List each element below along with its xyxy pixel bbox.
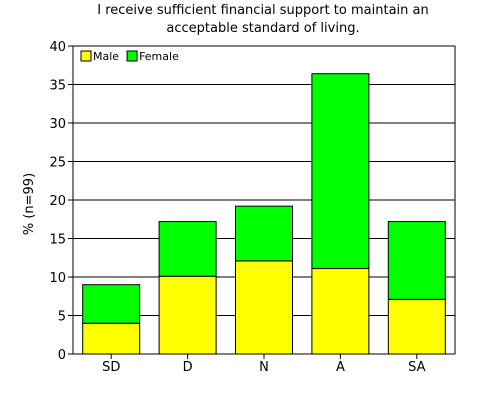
- y-tick-label: 20: [49, 194, 66, 209]
- bar-female-n: [235, 205, 293, 262]
- bar-female-d: [158, 221, 217, 277]
- y-axis-ticks: 0 5 10 15 20 25 30 35 40: [49, 40, 73, 363]
- y-tick-label: 40: [49, 40, 66, 55]
- legend-label-male: Male: [93, 50, 119, 63]
- bar-female-a: [311, 73, 370, 270]
- x-axis-ticks: SD D N A SA: [102, 354, 426, 375]
- y-tick-label: 10: [49, 271, 66, 286]
- bar-male-n: [235, 260, 293, 355]
- bar-male-sd: [82, 322, 141, 355]
- bar-male-sa: [387, 298, 446, 355]
- x-tick-label: D: [183, 360, 193, 375]
- bar-male-a: [311, 268, 370, 355]
- legend-label-female: Female: [139, 50, 179, 63]
- legend: Male Female: [80, 50, 179, 63]
- x-tick-label: N: [259, 360, 269, 375]
- x-tick-label: SD: [102, 360, 120, 375]
- y-tick-label: 35: [49, 79, 66, 94]
- bar-female-sa: [387, 221, 446, 300]
- y-axis-label: % (n=99): [22, 173, 37, 235]
- x-tick-label: SA: [408, 360, 425, 375]
- bar-female-sd: [82, 284, 141, 324]
- chart-title: I receive sufficient financial support t…: [0, 2, 500, 38]
- chart-title-line-1: I receive sufficient financial support t…: [97, 3, 429, 18]
- chart-title-line-2: acceptable standard of living.: [166, 21, 360, 36]
- y-tick-label: 25: [49, 156, 66, 171]
- bars: [82, 73, 446, 355]
- y-tick-label: 5: [58, 310, 66, 325]
- y-tick-label: 30: [49, 117, 66, 132]
- y-tick-label: 15: [49, 233, 66, 248]
- y-tick-label: 0: [58, 348, 66, 363]
- x-tick-label: A: [336, 360, 345, 375]
- legend-swatch-male: [80, 50, 92, 62]
- bar-male-d: [158, 275, 217, 355]
- legend-swatch-female: [126, 50, 138, 62]
